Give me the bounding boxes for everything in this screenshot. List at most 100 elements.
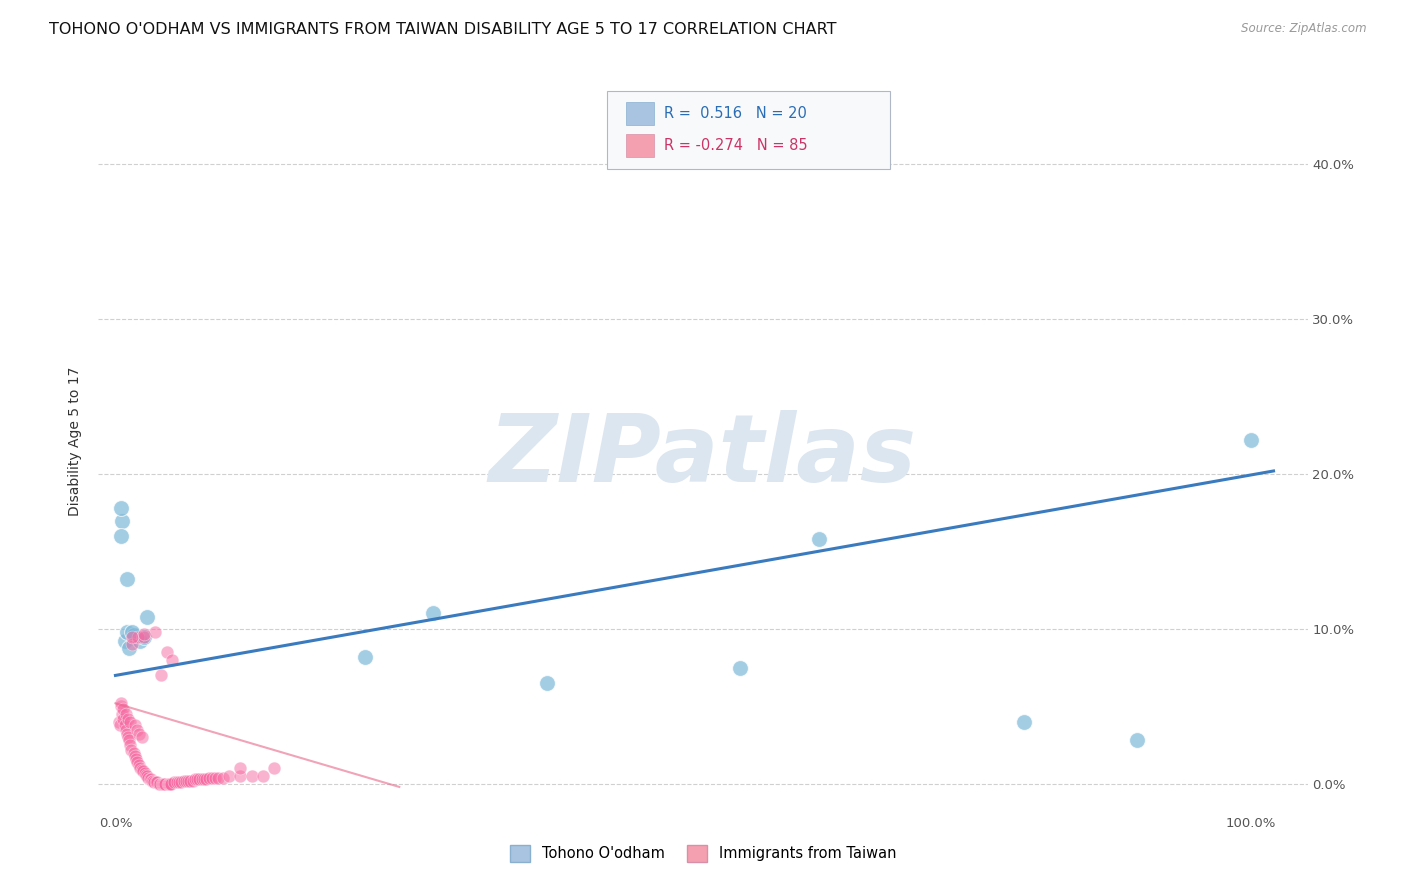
Text: R =  0.516   N = 20: R = 0.516 N = 20 bbox=[664, 106, 807, 120]
Point bbox=[132, 630, 155, 644]
Point bbox=[131, 731, 153, 745]
Point bbox=[153, 777, 176, 791]
Point bbox=[190, 772, 212, 787]
Point bbox=[195, 772, 218, 787]
Point bbox=[149, 777, 172, 791]
Point bbox=[121, 630, 143, 644]
Point bbox=[115, 573, 138, 587]
Point bbox=[728, 661, 751, 675]
Point bbox=[114, 723, 136, 737]
Point bbox=[125, 752, 148, 766]
Point bbox=[110, 699, 132, 714]
Point bbox=[207, 771, 229, 785]
Point bbox=[110, 501, 132, 516]
Point bbox=[808, 532, 831, 546]
Point bbox=[145, 775, 167, 789]
Point bbox=[125, 723, 148, 737]
Text: ZIPatlas: ZIPatlas bbox=[489, 410, 917, 502]
Point bbox=[129, 634, 152, 648]
Point bbox=[121, 625, 143, 640]
Point bbox=[229, 761, 252, 775]
Point bbox=[181, 773, 204, 788]
Point bbox=[160, 777, 183, 791]
Point bbox=[142, 773, 165, 788]
Point bbox=[188, 772, 211, 787]
Point bbox=[229, 769, 252, 783]
Point bbox=[1012, 714, 1035, 729]
Point bbox=[108, 718, 131, 732]
Point bbox=[124, 748, 146, 763]
Point bbox=[129, 761, 152, 775]
Point bbox=[141, 773, 163, 788]
Point bbox=[252, 769, 274, 783]
Point bbox=[536, 676, 558, 690]
Point bbox=[122, 746, 145, 760]
Point bbox=[157, 777, 180, 791]
Point bbox=[111, 514, 134, 528]
Point bbox=[112, 702, 135, 716]
Point bbox=[184, 772, 207, 787]
Point bbox=[156, 777, 179, 791]
Point bbox=[201, 771, 224, 785]
Point bbox=[115, 727, 138, 741]
Point bbox=[143, 775, 166, 789]
Point bbox=[112, 712, 135, 726]
Point bbox=[110, 696, 132, 710]
Point bbox=[138, 772, 160, 787]
Point bbox=[139, 772, 162, 787]
Point bbox=[148, 777, 170, 791]
Point bbox=[108, 714, 131, 729]
Point bbox=[114, 707, 136, 722]
Point bbox=[111, 707, 134, 722]
Point bbox=[354, 649, 377, 664]
Point bbox=[110, 529, 132, 543]
Point bbox=[136, 769, 159, 783]
Y-axis label: Disability Age 5 to 17: Disability Age 5 to 17 bbox=[69, 367, 83, 516]
Point bbox=[422, 607, 444, 621]
Point bbox=[163, 775, 186, 789]
Point bbox=[218, 769, 240, 783]
Point bbox=[121, 637, 143, 651]
Point bbox=[118, 733, 141, 747]
Point bbox=[149, 668, 172, 682]
Text: Source: ZipAtlas.com: Source: ZipAtlas.com bbox=[1241, 22, 1367, 36]
Point bbox=[122, 628, 145, 642]
Point bbox=[240, 769, 263, 783]
Point bbox=[155, 645, 177, 659]
Point bbox=[118, 640, 141, 655]
Point bbox=[120, 743, 142, 757]
Point bbox=[135, 767, 157, 781]
Point bbox=[186, 772, 208, 787]
Point bbox=[155, 777, 177, 791]
Point bbox=[173, 773, 195, 788]
Point bbox=[128, 758, 150, 772]
Point bbox=[120, 738, 142, 752]
Point bbox=[131, 763, 153, 777]
Point bbox=[160, 653, 183, 667]
Point bbox=[136, 609, 159, 624]
Legend: Tohono O'odham, Immigrants from Taiwan: Tohono O'odham, Immigrants from Taiwan bbox=[503, 838, 903, 867]
Point bbox=[159, 777, 181, 791]
Point bbox=[132, 626, 155, 640]
Point bbox=[174, 773, 197, 788]
Point bbox=[132, 630, 155, 644]
Point bbox=[150, 777, 173, 791]
Point bbox=[114, 634, 136, 648]
Text: TOHONO O'ODHAM VS IMMIGRANTS FROM TAIWAN DISABILITY AGE 5 TO 17 CORRELATION CHAR: TOHONO O'ODHAM VS IMMIGRANTS FROM TAIWAN… bbox=[49, 22, 837, 37]
Point bbox=[170, 775, 193, 789]
Point bbox=[152, 777, 174, 791]
Point bbox=[263, 761, 285, 775]
Point bbox=[124, 718, 146, 732]
Point bbox=[177, 773, 200, 788]
Point bbox=[179, 773, 201, 788]
Point bbox=[120, 714, 142, 729]
Point bbox=[114, 718, 136, 732]
Point bbox=[143, 625, 166, 640]
Point bbox=[117, 731, 139, 745]
Point bbox=[134, 766, 156, 780]
Point bbox=[1240, 433, 1263, 447]
Point bbox=[1126, 733, 1149, 747]
Point bbox=[115, 625, 138, 640]
Point bbox=[193, 772, 215, 787]
Point bbox=[197, 771, 219, 785]
